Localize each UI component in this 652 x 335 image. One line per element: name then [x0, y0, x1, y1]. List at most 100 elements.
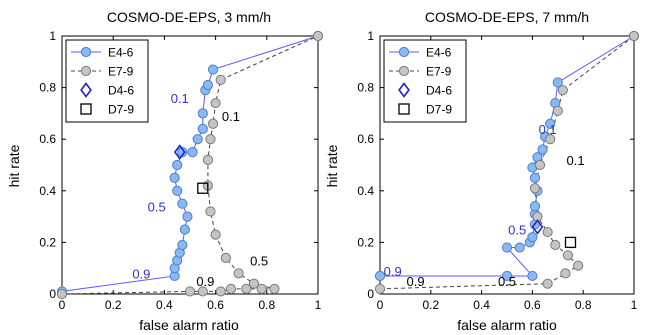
data-point-E4-6 [528, 233, 537, 242]
x-tick-label: 0.8 [575, 298, 592, 312]
data-point-E7-9 [558, 86, 567, 95]
x-tick-label: 0.8 [258, 298, 275, 312]
y-axis-label: hit rate [324, 144, 340, 187]
x-axis-label: false alarm ratio [139, 317, 239, 333]
data-point-E4-6 [198, 109, 207, 118]
data-point-E7-9 [535, 160, 544, 169]
data-point-E7-9 [206, 135, 215, 144]
annotation-label: 0.9 [196, 274, 214, 289]
legend-label: D7-9 [426, 103, 452, 117]
x-tick-label: 0 [59, 298, 66, 312]
y-tick-label: 0.6 [357, 132, 374, 146]
data-point-E7-9 [629, 31, 638, 40]
x-tick-label: 0.4 [473, 298, 490, 312]
y-tick-label: 0 [367, 287, 374, 301]
data-point-E7-9 [208, 119, 217, 128]
data-point-E7-9 [270, 284, 279, 293]
legend-marker [399, 47, 408, 56]
data-point-E7-9 [211, 98, 220, 107]
annotation-label: 0.5 [250, 253, 268, 268]
annotation-label: 0.1 [567, 153, 585, 168]
annotation-label: 0.5 [508, 223, 526, 238]
y-axis-label: hit rate [6, 144, 22, 187]
x-axis-label: false alarm ratio [457, 317, 557, 333]
annotation-label: 0.1 [539, 122, 557, 137]
data-point-E7-9 [530, 184, 539, 193]
data-point-E7-9 [216, 75, 225, 84]
x-tick-label: 0.4 [156, 298, 173, 312]
data-point-E7-9 [313, 31, 322, 40]
data-point-E4-6 [173, 160, 182, 169]
legend-marker [81, 66, 90, 75]
legend-label: E7-9 [426, 65, 452, 79]
data-point-E4-6 [173, 186, 182, 195]
data-point-E4-6 [183, 212, 192, 221]
data-point-E4-6 [178, 199, 187, 208]
annotation-label: 0.9 [132, 266, 150, 281]
legend-label: D4-6 [426, 84, 452, 98]
x-tick-label: 0.2 [105, 298, 122, 312]
x-tick-label: 0 [377, 298, 384, 312]
y-tick-label: 0.8 [39, 81, 56, 95]
x-tick-label: 1 [631, 298, 638, 312]
data-point-E4-6 [538, 145, 547, 154]
data-point-E7-9 [551, 240, 560, 249]
data-point-E7-9 [375, 284, 384, 293]
y-tick-label: 0.4 [357, 184, 374, 198]
data-point-E4-6 [530, 202, 539, 211]
legend-marker [399, 66, 408, 75]
data-point-E4-6 [208, 65, 217, 74]
data-point-E7-9 [221, 253, 230, 262]
data-point-E7-9 [57, 289, 66, 298]
data-point-E7-9 [563, 251, 572, 260]
data-point-E7-9 [206, 207, 215, 216]
annotation-label: 0.1 [171, 91, 189, 106]
data-point-E4-6 [188, 148, 197, 157]
data-point-E4-6 [198, 124, 207, 133]
data-point-E4-6 [193, 135, 202, 144]
legend-label: D4-6 [108, 84, 134, 98]
data-point-E7-9 [226, 284, 235, 293]
annotation-label: 0.1 [222, 109, 240, 124]
data-point-E4-6 [502, 243, 511, 252]
y-tick-label: 0.2 [39, 235, 56, 249]
data-point-E7-9 [211, 230, 220, 239]
legend-label: E4-6 [108, 46, 134, 60]
data-point-E7-9 [216, 287, 225, 296]
x-tick-label: 0.2 [422, 298, 439, 312]
left-panel: COSMO-DE-EPS, 3 mm/h hit rate false alar… [6, 9, 323, 333]
y-tick-label: 0.8 [357, 81, 374, 95]
y-tick-label: 1 [367, 29, 374, 43]
legend-marker [81, 47, 90, 56]
x-tick-label: 1 [315, 298, 322, 312]
y-tick-label: 0.2 [357, 235, 374, 249]
chart-title: COSMO-DE-EPS, 3 mm/h [107, 9, 271, 25]
data-point-E7-9 [185, 287, 194, 296]
data-point-E4-6 [203, 80, 212, 89]
data-point-E4-6 [180, 225, 189, 234]
data-point-E7-9 [561, 269, 570, 278]
legend-label: D7-9 [108, 103, 134, 117]
y-tick-label: 0 [49, 287, 56, 301]
y-tick-label: 1 [49, 29, 56, 43]
y-tick-label: 0.6 [39, 132, 56, 146]
data-point-E7-9 [574, 261, 583, 270]
data-point-E7-9 [249, 279, 258, 288]
annotation-label: 0.5 [148, 199, 166, 214]
data-point-E4-6 [528, 271, 537, 280]
annotation-label: 0.9 [384, 264, 402, 279]
data-point-E4-6 [170, 173, 179, 182]
x-tick-label: 0.6 [207, 298, 224, 312]
data-point-E7-9 [234, 269, 243, 278]
data-point-E7-9 [203, 155, 212, 164]
data-point-E7-9 [543, 279, 552, 288]
annotation-label: 0.5 [498, 274, 516, 289]
data-point-E4-6 [515, 243, 524, 252]
data-point-E7-9 [553, 106, 562, 115]
right-panel: COSMO-DE-EPS, 7 mm/h hit rate false alar… [324, 9, 639, 333]
x-tick-label: 0.6 [524, 298, 541, 312]
y-tick-label: 0.4 [39, 184, 56, 198]
legend-label: E4-6 [426, 46, 452, 60]
data-point-E4-6 [178, 240, 187, 249]
